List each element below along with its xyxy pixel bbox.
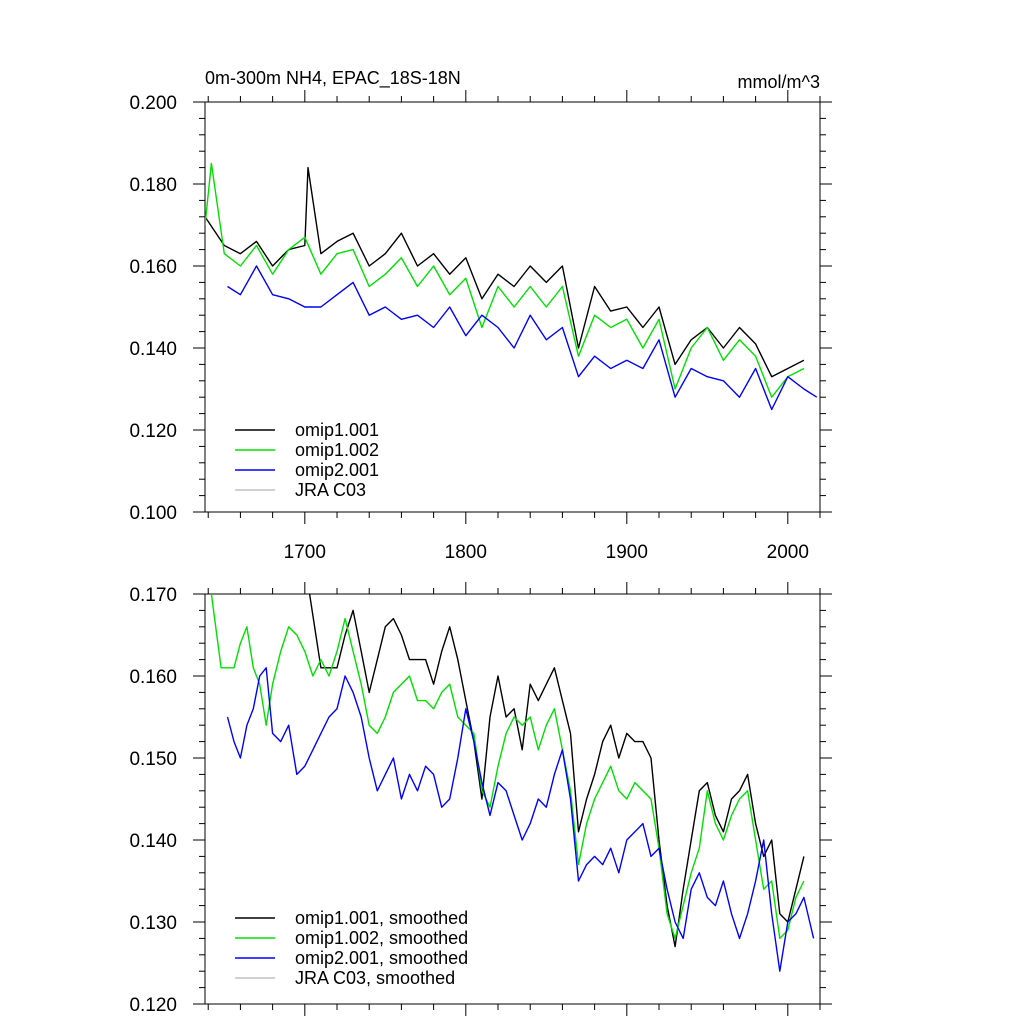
panel-top: 1700 1800 1900 2000 0.100 0.120 0.140 0.160 0.18… <box>129 68 832 563</box>
chart-1-units: mmol/m^3 <box>738 72 820 92</box>
chart-2-legend-label-3: omip2.001, smoothed <box>295 948 468 968</box>
chart-1-series-3-line <box>227 265 818 411</box>
chart-1-series-1-line <box>205 166 805 378</box>
chart-2-ytick-label-2: 0.140 <box>129 831 177 852</box>
chart-2-ytick-label-4: 0.160 <box>129 667 177 688</box>
chart-1-legend-label-1: omip1.001 <box>295 420 379 440</box>
chart-2-legend-label-4: JRA C03, smoothed <box>295 968 455 988</box>
chart-1-xtick-label-1800: 1800 <box>445 542 487 563</box>
chart-1-legend-label-2: omip1.002 <box>295 440 379 460</box>
chart-2-ytick-label-0: 0.120 <box>129 995 177 1016</box>
chart-1-xtick-label-1900: 1900 <box>606 542 648 563</box>
chart-1-frame <box>204 101 821 513</box>
chart-2-ytick-label-1: 0.130 <box>129 913 177 934</box>
chart-2-frame <box>204 593 821 1005</box>
chart-1-ytick-label-2: 0.140 <box>129 339 177 360</box>
chart-1-ytick-label-3: 0.160 <box>129 257 177 278</box>
chart-1-ytick-label-5: 0.200 <box>129 93 177 114</box>
chart-1-series-2-line <box>205 162 805 398</box>
chart-2-legend-label-2: omip1.002, smoothed <box>295 928 468 948</box>
chart-1-xtick-label-1700: 1700 <box>284 542 326 563</box>
chart-1-title: 0m-300m NH4, EPAC_18S-18N <box>205 68 461 89</box>
chart-2-series-3-line <box>226 667 815 972</box>
chart-2-legend-label-1: omip1.001, smoothed <box>295 908 468 928</box>
chart-1-legend-label-4: JRA C03 <box>295 480 366 500</box>
chart-1-ytick-label-1: 0.120 <box>129 421 177 442</box>
panel-bottom: 0.120 0.130 0.140 0.150 0.160 0.170 omip1.001,… <box>129 582 832 1016</box>
chart-1-ytick-label-4: 0.180 <box>129 175 177 196</box>
chart-2-series-1-line <box>308 594 805 948</box>
chart-1-ytick-label-0: 0.100 <box>129 503 177 524</box>
chart-1-xtick-label-2000: 2000 <box>767 542 809 563</box>
chart-2-series-2-line <box>210 594 805 940</box>
chart-2-ytick-label-5: 0.170 <box>129 585 177 606</box>
chart-1-legend-label-3: omip2.001 <box>295 460 379 480</box>
chart-2-ytick-label-3: 0.150 <box>129 749 177 770</box>
